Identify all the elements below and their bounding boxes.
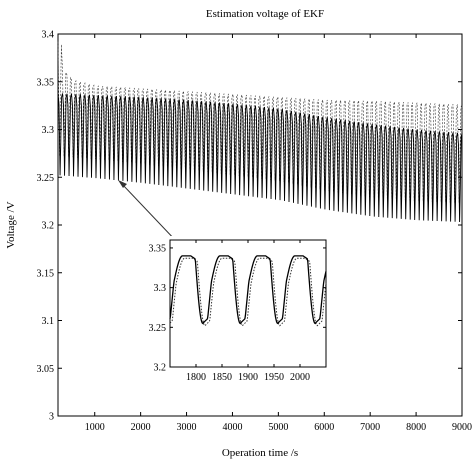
y-tick-label: 3 [49,412,54,423]
x-tick-label: 6000 [314,422,334,433]
y-tick-label: 3.05 [37,364,55,375]
main-axis-ticks: 1000 2000 3000 4000 5000 6000 7000 8000 9000 3 3.0… [37,30,472,434]
y-tick-label: 3.3 [42,125,55,136]
x-tick-label: 4000 [222,422,242,433]
x-tick-label: 1000 [85,422,105,433]
inset-y-tick-label: 3.3 [154,283,167,294]
callout-arrow-line [121,183,179,244]
x-tick-label: 3000 [177,422,197,433]
x-tick-label: 8000 [406,422,426,433]
y-axis-label: Voltage /V [5,201,17,248]
inset-y-tick-label: 3.35 [149,243,167,254]
x-tick-label: 2000 [131,422,151,433]
y-tick-label: 3.25 [37,173,55,184]
y-tick-label: 3.35 [37,77,55,88]
inset-y-tick-label: 3.25 [149,323,167,334]
y-tick-label: 3.4 [42,30,55,41]
inset-solid-line [169,255,327,325]
inset-voltage-curves [169,255,327,327]
y-tick-label: 3.2 [42,221,55,232]
inset-x-tick-label: 2000 [290,372,310,383]
x-tick-label: 7000 [360,422,380,433]
y-tick-label: 3.1 [42,316,55,327]
inset-x-tick-label: 1800 [186,372,206,383]
inset-x-tick-label: 1950 [264,372,284,383]
x-tick-label: 9000 [452,422,472,433]
inset-x-tick-label: 1900 [238,372,258,383]
inset-x-tick-label: 1850 [212,372,232,383]
inset-axis-ticks: 1800 1850 1900 1950 2000 3.2 3.25 3.3 3.35 [149,240,326,383]
inset-y-tick-label: 3.2 [154,363,167,374]
solid-series-line [57,93,463,223]
callout-arrowhead [118,180,127,188]
x-axis-label: Operation time /s [222,447,298,459]
voltage-curves [57,41,463,223]
x-tick-label: 5000 [268,422,288,433]
y-tick-label: 3.15 [37,268,55,279]
chart-title: Estimation voltage of EKF [206,8,324,20]
